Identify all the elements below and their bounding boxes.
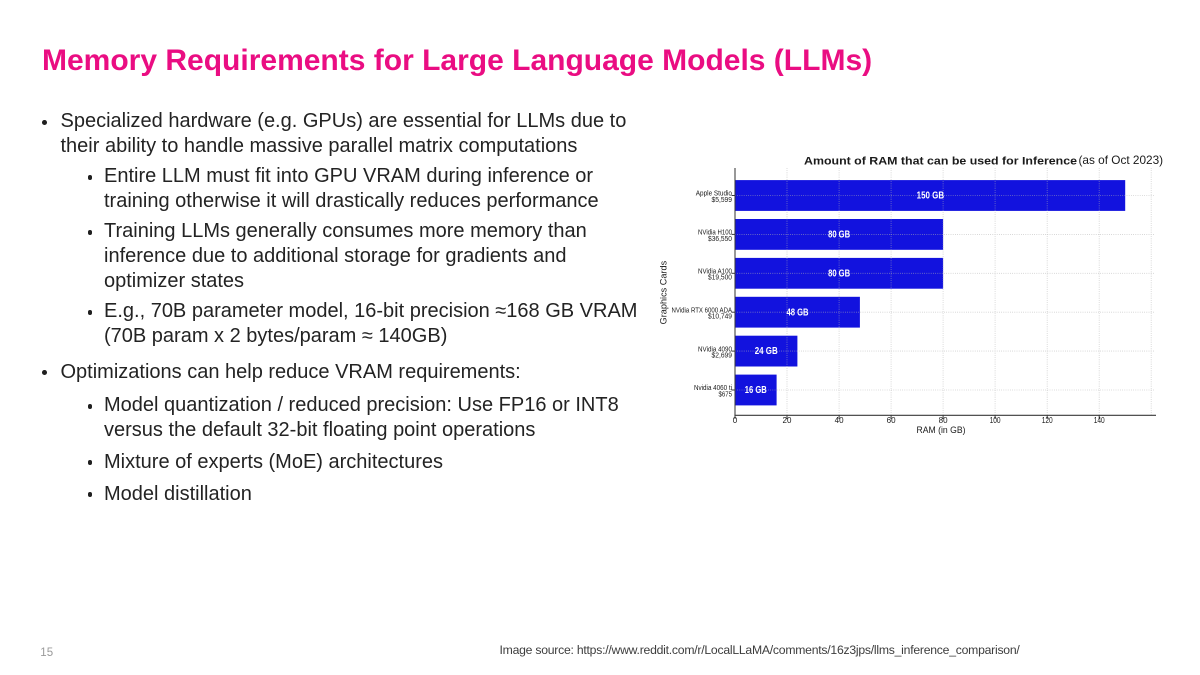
svg-text:$10,749: $10,749 (708, 312, 732, 321)
svg-text:20: 20 (783, 416, 792, 425)
svg-text:80 GB: 80 GB (828, 230, 850, 241)
svg-text:$675: $675 (719, 389, 733, 398)
svg-text:NVidia RTX 6000 ADA: NVidia RTX 6000 ADA (672, 305, 733, 314)
svg-text:80: 80 (939, 416, 948, 425)
svg-text:40: 40 (835, 416, 844, 425)
svg-text:150 GB: 150 GB (917, 191, 945, 202)
svg-text:48 GB: 48 GB (787, 307, 809, 318)
svg-text:0: 0 (733, 416, 738, 425)
svg-text:Amount of RAM that can be used: Amount of RAM that can be used for Infer… (804, 156, 1077, 168)
svg-text:$36,550: $36,550 (708, 234, 732, 243)
svg-text:120: 120 (1042, 416, 1053, 425)
svg-text:$19,500: $19,500 (708, 273, 732, 282)
svg-text:Nvidia 4060 ti: Nvidia 4060 ti (694, 383, 732, 392)
svg-text:60: 60 (887, 416, 896, 425)
svg-text:140: 140 (1094, 416, 1105, 425)
svg-text:16 GB: 16 GB (745, 385, 767, 396)
svg-text:24 GB: 24 GB (755, 346, 778, 357)
svg-text:Apple Studio: Apple Studio (696, 189, 732, 198)
svg-text:100: 100 (990, 416, 1001, 425)
svg-text:$2,699: $2,699 (712, 351, 733, 360)
svg-text:80 GB: 80 GB (828, 268, 850, 279)
svg-text:NVidia H100: NVidia H100 (698, 228, 732, 237)
svg-text:RAM (in GB): RAM (in GB) (917, 425, 966, 435)
svg-text:Graphics Cards: Graphics Cards (659, 261, 670, 325)
svg-text:NVidia A100: NVidia A100 (698, 267, 732, 276)
svg-text:NVidia 4090: NVidia 4090 (698, 344, 732, 353)
svg-text:$5,599: $5,599 (712, 195, 733, 204)
